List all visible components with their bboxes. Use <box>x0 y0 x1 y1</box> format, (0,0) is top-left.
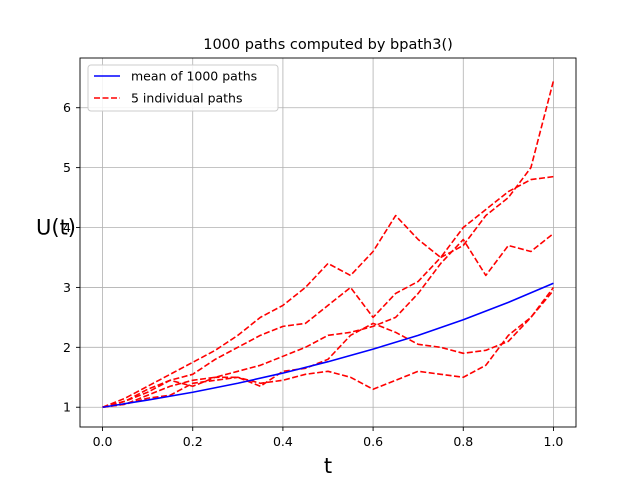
chart-title: 1000 paths computed by bpath3() <box>203 37 453 53</box>
y-tick-label: 4 <box>63 220 71 235</box>
y-tick-label: 1 <box>63 400 71 415</box>
legend-label-paths: 5 individual paths <box>131 91 243 106</box>
series-individual-path-3 <box>102 232 554 409</box>
series-individual-path-2 <box>102 80 555 409</box>
y-tick-label: 2 <box>63 340 71 355</box>
x-tick-label: 1.0 <box>544 434 564 449</box>
x-tick-label: 0.2 <box>183 434 203 449</box>
y-tick-label: 5 <box>63 160 71 175</box>
series-mean-line <box>102 282 554 409</box>
series-individual-path-5 <box>102 286 555 409</box>
y-axis-title: U(t) <box>36 216 76 240</box>
legend: mean of 1000 paths 5 individual paths <box>87 64 279 112</box>
series-individual-path-1 <box>102 175 554 408</box>
x-tick-label: 0.6 <box>363 434 383 449</box>
y-tick-label: 3 <box>63 280 71 295</box>
legend-label-mean: mean of 1000 paths <box>131 69 257 84</box>
legend-box <box>87 64 279 112</box>
x-tick-label: 0.0 <box>93 434 113 449</box>
plot-frame <box>79 57 577 428</box>
y-tick-label: 6 <box>63 100 71 115</box>
x-tick-label: 0.4 <box>273 434 293 449</box>
x-axis-title: t <box>324 454 332 478</box>
series-individual-path-4 <box>102 289 555 409</box>
x-tick-label: 0.8 <box>453 434 473 449</box>
